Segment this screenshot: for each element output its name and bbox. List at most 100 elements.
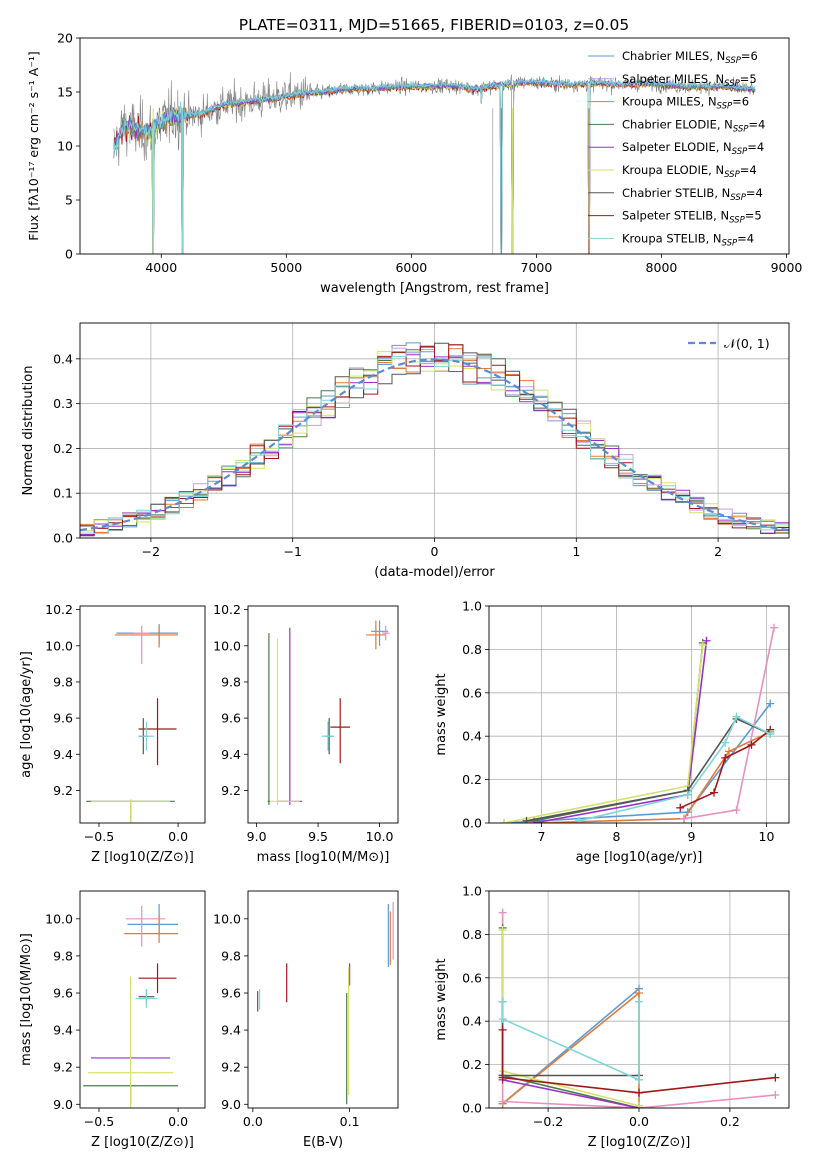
errorbar-point [330,698,351,764]
errorbar-point [91,799,171,823]
y-axis-label: mass [log10(M/M⊙)] [19,933,34,1066]
series-marker [498,1097,507,1106]
x-tick-label: 0.0 [168,1114,188,1129]
y-tick-label: 9.6 [53,711,73,726]
x-tick-label: 0.0 [243,1114,263,1129]
legend-tail: =5 [745,209,762,223]
series-line [683,627,775,820]
y-tick-label: 9.8 [53,674,73,689]
y-tick-label: 0.4 [462,1014,482,1029]
series-marker [771,1090,780,1099]
legend-tail: =5 [740,72,757,86]
y-tick-label: 10.0 [45,911,73,926]
x-tick-label: 8000 [646,260,678,275]
series-marker [498,1015,507,1024]
y-tick-label: 0.6 [462,970,482,985]
legend-tail: =4 [746,186,763,200]
plot-area-weight_vs_Z [498,908,780,1108]
series-line [533,731,771,823]
errorbar-point [133,625,150,664]
y-tick-label: 5 [65,193,73,208]
errorbar-point [125,905,166,947]
series-marker [635,1101,643,1108]
x-tick-label: −0.5 [84,1114,114,1129]
series-line [501,1029,776,1094]
legend-tail: =4 [748,117,765,131]
legend-label: Kroupa ELODIE, NSSP=4 [622,163,757,180]
errorbar-point [366,620,386,650]
panel-weight_vs_Z: −0.2 0.0 0.2 0.0 0.2 0.4 0.6 0.8 1.0 Z [log10(Z/Z… [434,884,790,1150]
y-tick-label: 10.2 [213,602,241,617]
x-tick-label: 7000 [521,260,553,275]
x-tick-label: −2 [142,544,160,559]
x-tick-label: 0.1 [340,1114,360,1129]
legend-label: Salpeter ELODIE, NSSP=4 [622,140,764,157]
y-tick-label: 10 [57,139,73,154]
spectrum-model-krou_stelib [113,77,756,254]
series-marker [771,1073,780,1082]
y-tick-label: 9.2 [221,1060,241,1075]
errorbar-point [116,624,179,644]
histogram-chab_stelib [80,342,789,534]
y-tick-label: 9.2 [221,783,241,798]
y-tick-label: 9.8 [53,948,73,963]
series-marker [676,803,685,812]
legend-entry: Kroupa ELODIE, NSSP=4 [588,163,757,180]
series-marker [530,819,538,823]
legend-entry: Chabrier MILES, NSSP=6 [588,49,758,66]
y-tick-label: 9.4 [221,1023,241,1038]
axes-frame [247,605,399,824]
plot-area-mass_vs_Z [83,903,179,1108]
x-axis-label: wavelength [Angstrom, rest frame] [320,281,549,296]
series-marker [710,788,718,797]
legend-label: Kroupa STELIB, NSSP=4 [622,231,754,248]
errorbar-point [135,989,158,1008]
y-tick-label: 0.2 [53,441,73,456]
axes-frame [79,322,790,539]
series-marker [680,814,688,823]
series-marker [725,747,733,756]
y-tick-label: 0.2 [462,772,482,787]
x-axis-label: Z [log10(Z/Z⊙)] [588,1135,691,1150]
series-marker [498,926,507,935]
x-tick-label: 6000 [395,260,427,275]
panel-age_vs_Z: −0.5 0.0 9.2 9.4 9.6 9.8 10.0 10.2 Z [log10(Z/Z⊙… [19,602,206,865]
axes-frame [79,37,790,255]
series-chab_stelib [498,997,643,1080]
errorbar-point [382,625,390,641]
y-tick-label: 10.2 [45,602,73,617]
y-tick-label: 0.3 [53,396,73,411]
series-line [502,1079,640,1108]
series-salp_stelib [498,1025,780,1097]
y-tick-label: 20 [57,31,73,46]
legend-tail: =4 [740,163,757,177]
x-tick-label: 0.2 [720,1114,740,1129]
legend-label: Chabrier ELODIE, NSSP=4 [622,117,765,134]
panel-spectrum: 4000 5000 6000 7000 8000 9000 0 5 10 15 20 waveleng… [26,31,802,297]
y-tick-label: 0 [65,247,73,262]
series-marker [702,636,711,645]
chart-panels: 4000 5000 6000 7000 8000 900005101520waveleng… [19,31,802,1151]
series-krou_miles [530,727,775,823]
errorbar-point [87,976,174,1108]
series-line [501,927,640,1108]
y-tick-label: 9.8 [221,674,241,689]
x-tick-label: 0.0 [629,1114,649,1129]
legend-label: Salpeter MILES, NSSP=5 [622,72,757,89]
figure-title: PLATE=0311, MJD=51665, FIBERID=0103, z=0… [239,16,629,34]
series-marker [498,1025,507,1034]
series-marker [747,740,756,749]
y-tick-label: 0.2 [462,1057,482,1072]
series-marker [721,753,730,762]
y-tick-label: 9.0 [221,1097,241,1112]
histogram-krou_stelib [80,351,789,535]
series-krou_elodie [500,641,707,823]
x-tick-label: −0.2 [533,1114,563,1129]
plot-area-residuals [80,342,789,537]
errorbar-point [86,799,175,823]
y-tick-label: 0.0 [53,531,73,546]
series-krou_stelib [575,712,775,823]
series-marker [498,997,507,1006]
legend-entry: Salpeter ELODIE, NSSP=4 [588,140,764,157]
errorbar-point [321,721,335,751]
